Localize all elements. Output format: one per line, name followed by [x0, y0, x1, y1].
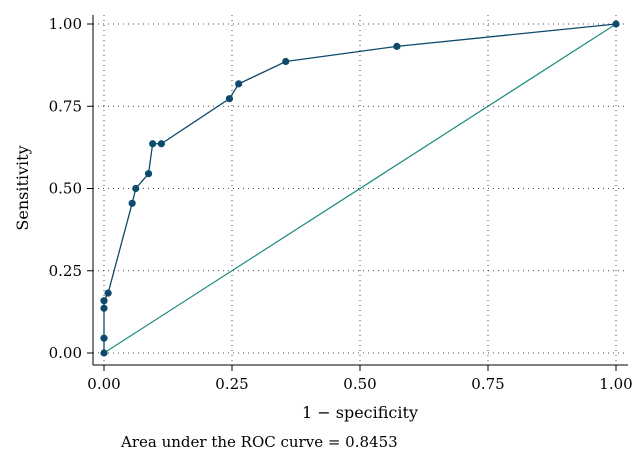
- roc-point: [157, 140, 165, 148]
- roc-point: [100, 304, 108, 312]
- y-tick-label: 0.50: [49, 180, 82, 198]
- x-axis-title: 1 − specificity: [302, 403, 418, 422]
- roc-point: [282, 57, 290, 66]
- roc-point: [235, 80, 243, 88]
- y-tick-label: 0.25: [49, 262, 82, 280]
- roc-point: [144, 170, 153, 178]
- roc-point: [149, 140, 157, 148]
- x-tick-label: 0.75: [471, 375, 504, 393]
- roc-point: [132, 184, 140, 193]
- y-axis-title: Sensitivity: [13, 145, 32, 230]
- roc-point: [100, 297, 108, 305]
- y-tick-label: 1.00: [49, 15, 82, 33]
- y-tick-label: 0.00: [49, 344, 82, 362]
- roc-point: [393, 42, 401, 50]
- x-tick-label: 1.00: [599, 375, 632, 393]
- roc-point: [128, 199, 136, 207]
- x-tick-label: 0.00: [87, 375, 120, 393]
- y-tick-group: 0.00 0.25 0.50 0.75 1.00: [49, 15, 93, 362]
- x-tick-label: 0.25: [215, 375, 248, 393]
- x-tick-group: 0.00 0.25 0.50 0.75 1.00: [87, 365, 633, 393]
- roc-point: [104, 289, 112, 297]
- series-layer: [100, 20, 620, 357]
- roc-point: [100, 349, 108, 357]
- roc-point: [612, 20, 620, 28]
- reference-diagonal-line: [103, 23, 617, 354]
- y-tick-label: 0.75: [49, 97, 82, 115]
- grid-lines: [93, 15, 628, 365]
- roc-point: [100, 334, 108, 342]
- roc-point: [225, 95, 234, 103]
- x-tick-label: 0.50: [343, 375, 376, 393]
- auc-annotation: Area under the ROC curve = 0.8453: [120, 433, 398, 451]
